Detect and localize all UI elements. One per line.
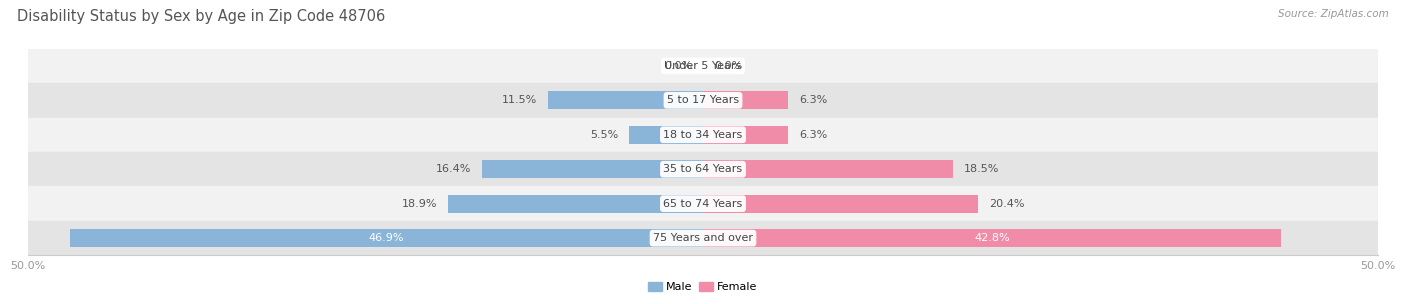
Bar — [703, 126, 787, 144]
Text: 35 to 64 Years: 35 to 64 Years — [664, 164, 742, 174]
Text: 11.5%: 11.5% — [502, 95, 537, 105]
Text: 0.0%: 0.0% — [714, 61, 742, 71]
Bar — [628, 126, 703, 144]
Text: 18.9%: 18.9% — [402, 199, 437, 209]
Bar — [28, 83, 1378, 118]
Text: 5 to 17 Years: 5 to 17 Years — [666, 95, 740, 105]
Text: Source: ZipAtlas.com: Source: ZipAtlas.com — [1278, 9, 1389, 19]
Bar — [548, 92, 703, 109]
Bar — [703, 229, 1281, 247]
Text: 6.3%: 6.3% — [799, 130, 827, 140]
Bar — [28, 118, 1378, 152]
Text: Under 5 Years: Under 5 Years — [665, 61, 741, 71]
Text: 46.9%: 46.9% — [368, 233, 405, 243]
Bar — [28, 221, 1378, 255]
Text: 65 to 74 Years: 65 to 74 Years — [664, 199, 742, 209]
Bar — [703, 92, 787, 109]
Text: 18 to 34 Years: 18 to 34 Years — [664, 130, 742, 140]
Bar — [703, 195, 979, 212]
Text: 42.8%: 42.8% — [974, 233, 1010, 243]
Text: 6.3%: 6.3% — [799, 95, 827, 105]
Text: 18.5%: 18.5% — [963, 164, 998, 174]
Bar — [449, 195, 703, 212]
Text: 5.5%: 5.5% — [589, 130, 619, 140]
Bar — [70, 229, 703, 247]
Legend: Male, Female: Male, Female — [644, 278, 762, 297]
Bar — [703, 160, 953, 178]
Text: 16.4%: 16.4% — [436, 164, 471, 174]
Text: Disability Status by Sex by Age in Zip Code 48706: Disability Status by Sex by Age in Zip C… — [17, 9, 385, 24]
Bar — [28, 152, 1378, 186]
Text: 0.0%: 0.0% — [664, 61, 692, 71]
Bar — [28, 186, 1378, 221]
Bar — [28, 49, 1378, 83]
Text: 75 Years and over: 75 Years and over — [652, 233, 754, 243]
Text: 20.4%: 20.4% — [990, 199, 1025, 209]
Bar — [482, 160, 703, 178]
